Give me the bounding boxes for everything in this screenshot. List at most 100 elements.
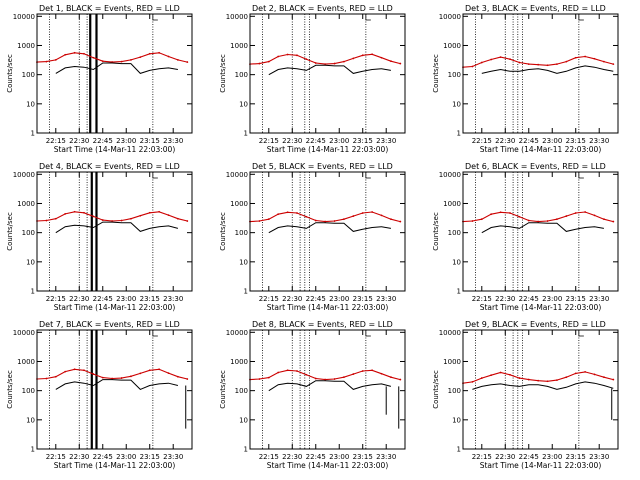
x-axis-label: Start Time (14-Mar-11 22:03:00) xyxy=(267,145,389,154)
lld-point xyxy=(120,60,123,63)
lld-point xyxy=(390,376,392,379)
lld-series-line xyxy=(36,368,188,380)
x-tick-label: 22:15 xyxy=(472,453,492,461)
lld-point xyxy=(537,220,540,223)
lld-series-line xyxy=(36,52,188,63)
x-tick-label: 23:15 xyxy=(566,453,586,461)
lld-series-line xyxy=(462,55,614,68)
y-tick-label: 1 xyxy=(31,288,35,296)
events-series-line xyxy=(268,64,391,76)
y-tick-label: 10000 xyxy=(13,13,35,21)
lld-point xyxy=(130,217,132,220)
x-tick-label: 22:30 xyxy=(495,137,515,145)
y-axis-label: Counts/sec xyxy=(219,212,227,251)
plot-frame xyxy=(462,171,619,292)
y-axis-label: Counts/sec xyxy=(6,370,14,409)
x-tick-label: 22:30 xyxy=(69,295,89,303)
lld-point xyxy=(54,375,57,378)
x-tick-label: 23:15 xyxy=(566,137,586,145)
lld-point xyxy=(527,219,530,222)
lld-point xyxy=(574,212,577,214)
x-tick-label: 23:30 xyxy=(589,295,609,303)
lld-series-line xyxy=(462,211,614,223)
x-tick-label: 23:00 xyxy=(329,137,349,145)
panel-det-5: Det 5, BLACK = Events, RED = LLD 1 10 100 10… xyxy=(219,162,406,312)
y-tick-label: 1 xyxy=(31,446,35,454)
lld-point xyxy=(399,378,402,381)
corner-flag xyxy=(152,14,158,21)
lld-point xyxy=(499,211,502,214)
y-axis-label: Counts/sec xyxy=(432,212,440,251)
lld-point xyxy=(92,215,95,218)
lld-point xyxy=(73,51,76,54)
y-tick-label: 1000 xyxy=(17,42,35,50)
lld-point xyxy=(54,59,57,61)
y-tick-label: 10 xyxy=(239,100,248,108)
lld-point xyxy=(73,368,76,371)
lld-point xyxy=(286,211,289,214)
corner-flag xyxy=(578,172,584,179)
panel-title: Det 4, BLACK = Events, RED = LLD xyxy=(39,162,180,171)
lld-point xyxy=(352,57,355,60)
x-axis-label: Start Time (14-Mar-11 22:03:00) xyxy=(480,145,602,154)
lld-point xyxy=(490,213,493,216)
lld-point xyxy=(537,63,540,66)
x-tick-label: 22:45 xyxy=(306,295,326,303)
lld-point xyxy=(111,377,114,380)
x-tick-label: 23:00 xyxy=(329,295,349,303)
panel-title: Det 2, BLACK = Events, RED = LLD xyxy=(252,4,393,13)
panel-title: Det 6, BLACK = Events, RED = LLD xyxy=(465,162,606,171)
panel-title: Det 5, BLACK = Events, RED = LLD xyxy=(252,162,393,171)
y-tick-label: 100 xyxy=(448,229,461,237)
x-tick-label: 22:45 xyxy=(519,137,539,145)
x-tick-label: 23:30 xyxy=(376,453,396,461)
lld-point xyxy=(546,220,549,222)
x-tick-label: 22:45 xyxy=(306,137,326,145)
y-tick-label: 10000 xyxy=(13,329,35,337)
lld-series-line xyxy=(249,369,401,381)
lld-point xyxy=(612,63,615,66)
lld-point xyxy=(537,379,540,382)
y-tick-label: 1 xyxy=(31,130,35,138)
lld-point xyxy=(499,371,502,374)
lld-point xyxy=(584,370,587,373)
y-tick-label: 10000 xyxy=(13,171,35,179)
lld-point xyxy=(480,218,483,221)
x-tick-label: 22:15 xyxy=(259,453,279,461)
lld-point xyxy=(509,212,511,214)
lld-point xyxy=(333,62,336,65)
lld-point xyxy=(518,61,521,64)
lld-point xyxy=(333,220,336,222)
panel-title: Det 9, BLACK = Events, RED = LLD xyxy=(465,320,606,329)
corner-flag xyxy=(578,330,584,337)
lld-point xyxy=(324,220,327,223)
y-tick-label: 10000 xyxy=(439,171,461,179)
panel-det-2: Det 2, BLACK = Events, RED = LLD 1 10 100 10… xyxy=(219,4,406,154)
lld-point xyxy=(546,64,549,67)
lld-point xyxy=(177,217,179,220)
panel-det-3: Det 3, BLACK = Events, RED = LLD 1 10 100 10… xyxy=(432,4,619,154)
lld-point xyxy=(565,60,568,63)
x-tick-label: 23:30 xyxy=(376,295,396,303)
x-tick-label: 23:00 xyxy=(116,295,136,303)
lld-point xyxy=(101,376,104,379)
x-tick-label: 22:45 xyxy=(93,453,113,461)
lld-point xyxy=(286,369,289,372)
lld-point xyxy=(64,370,67,373)
y-axis-label: Counts/sec xyxy=(432,370,440,409)
lld-point xyxy=(258,62,261,65)
lld-point xyxy=(565,215,568,217)
x-tick-label: 23:30 xyxy=(163,295,183,303)
lld-point xyxy=(130,59,132,61)
lld-point xyxy=(101,60,104,63)
x-axis-label: Start Time (14-Mar-11 22:03:00) xyxy=(480,461,602,470)
y-tick-label: 1 xyxy=(244,130,248,138)
lld-point xyxy=(343,60,345,63)
y-tick-label: 100 xyxy=(235,71,248,79)
x-tick-label: 23:15 xyxy=(140,137,160,145)
y-tick-label: 1 xyxy=(244,288,248,296)
lld-series-line xyxy=(249,211,401,223)
x-tick-label: 23:00 xyxy=(542,137,562,145)
events-series-line xyxy=(268,380,392,392)
y-tick-label: 1000 xyxy=(443,42,461,50)
